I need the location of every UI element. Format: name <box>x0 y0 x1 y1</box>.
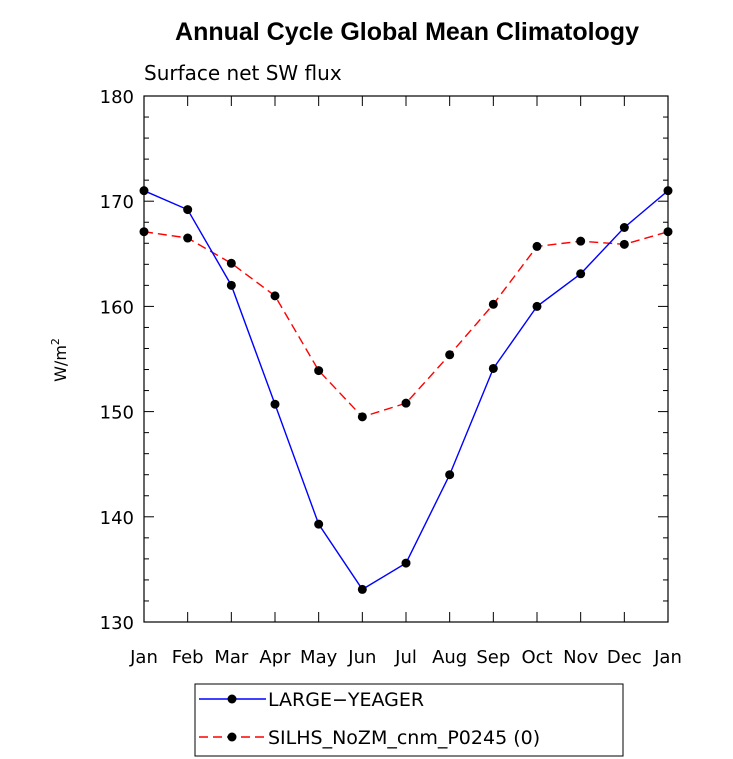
y-tick-label: 160 <box>100 297 134 318</box>
data-point <box>270 399 280 409</box>
data-point <box>488 363 498 373</box>
data-point <box>401 558 411 568</box>
data-point <box>357 412 367 422</box>
x-tick-label: Oct <box>521 647 552 668</box>
x-tick-label: Sep <box>476 647 510 668</box>
y-axis-label: W/m2 <box>49 338 70 382</box>
y-axis-label-superscript: 2 <box>49 338 62 345</box>
data-point <box>357 584 367 594</box>
series-line <box>143 190 669 591</box>
data-point <box>532 241 542 251</box>
chart-title: Annual Cycle Global Mean Climatology <box>175 18 639 46</box>
y-tick-label: 150 <box>100 403 134 424</box>
data-point <box>139 186 149 196</box>
data-point <box>183 205 193 215</box>
chart-subtitle: Surface net SW flux <box>144 61 342 85</box>
y-tick-label: 170 <box>100 192 134 213</box>
data-point <box>619 223 629 232</box>
legend-label: LARGE−YEAGER <box>268 689 424 711</box>
data-point <box>576 269 586 279</box>
data-point <box>445 350 455 360</box>
axes: 130 140 150 160 170 180 Jan Feb Mar Apr May Jun Jul A… <box>100 87 682 668</box>
series-line <box>143 231 669 418</box>
x-tick-label: Apr <box>259 647 291 668</box>
y-tick-label: 130 <box>100 613 134 634</box>
x-tick-label: Mar <box>214 647 249 668</box>
x-tick-label: Jan <box>653 647 682 668</box>
data-point <box>488 299 498 309</box>
data-point <box>139 227 149 237</box>
data-point <box>226 280 236 290</box>
x-tick-label: Dec <box>607 647 642 668</box>
legend: LARGE−YEAGER SILHS_NoZM_cnm_P0245 (0) <box>194 683 624 757</box>
data-point <box>226 258 236 268</box>
x-tick-label: Jun <box>347 647 376 668</box>
legend-marker <box>227 732 237 742</box>
y-tick-label: 180 <box>100 87 134 108</box>
series-layer <box>139 186 673 594</box>
x-tick-label: Jul <box>394 647 417 668</box>
data-point <box>532 301 542 311</box>
data-point <box>445 470 455 480</box>
x-tick-label: Nov <box>563 647 598 668</box>
data-point <box>663 227 673 237</box>
x-tick-label: Aug <box>432 647 467 668</box>
series-0 <box>139 186 673 594</box>
data-point <box>183 233 193 243</box>
data-point <box>270 291 280 301</box>
x-tick-label: May <box>300 647 338 668</box>
data-point <box>401 398 411 408</box>
data-point <box>314 519 324 529</box>
data-point <box>314 366 324 376</box>
legend-box <box>194 683 624 757</box>
legend-marker <box>227 694 237 704</box>
x-tick-label: Jan <box>129 647 158 668</box>
y-tick-label: 140 <box>100 508 134 529</box>
series-1 <box>139 227 673 422</box>
plot-frame <box>143 95 669 623</box>
data-point <box>663 186 673 196</box>
data-point <box>576 236 586 246</box>
data-point <box>619 239 629 249</box>
y-axis-label-unit: W/m <box>51 345 70 382</box>
x-tick-label: Feb <box>172 647 204 668</box>
legend-label: SILHS_NoZM_cnm_P0245 (0) <box>268 727 540 749</box>
